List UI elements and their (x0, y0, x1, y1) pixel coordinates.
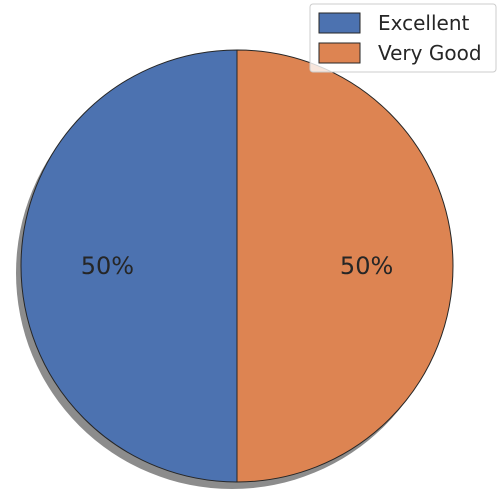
pie-slices (20, 49, 454, 483)
pie-slice-excellent (20, 49, 238, 483)
legend-label-excellent: Excellent (378, 11, 470, 35)
pie-percent-label-very-good: 50% (340, 252, 393, 280)
legend: Excellent Very Good (309, 3, 497, 73)
legend-swatch-excellent (318, 12, 361, 34)
legend-swatch-very-good (318, 42, 361, 64)
legend-label-very-good: Very Good (378, 41, 482, 65)
pie-percent-label-excellent: 50% (81, 252, 134, 280)
pie-percent-labels: 50% 50% (81, 252, 394, 280)
